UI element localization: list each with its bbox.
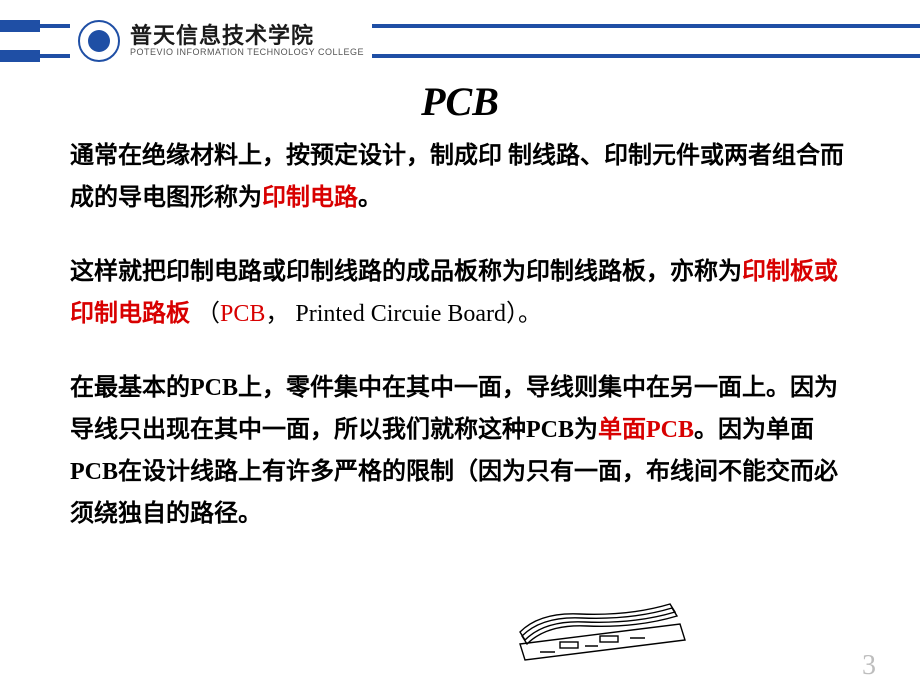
logo-cn: 普天信息技术学院 [130,24,364,48]
p3-red: 单面PCB [598,417,694,443]
p1-text-a: 通常在绝缘材料上，按预定设计，制成印 制线路、印制元件或两者组合而成的导电图形称… [70,143,844,211]
p1-red: 印制电路 [262,185,358,211]
p2-paren-close: ）。 [506,301,542,327]
paragraph-2: 这样就把印制电路或印制线路的成品板称为印制线路板，亦称为印制板或印制电路板 （P… [70,251,860,335]
p2-english: Printed Circuie Board [295,301,506,327]
logo-en: POTEVIO INFORMATION TECHNOLOGY COLLEGE [130,48,364,58]
p2-paren-open: （ [196,301,220,327]
pcb-cross-section-illustration [500,582,690,672]
p2-text-a: 这样就把印制电路或印制线路的成品板称为印制线路板，亦称为 [70,259,742,285]
slide-content: 通常在绝缘材料上，按预定设计，制成印 制线路、印制元件或两者组合而成的导电图形称… [70,135,860,567]
paragraph-3: 在最基本的PCB上，零件集中在其中一面，导线则集中在另一面上。因为导线只出现在其… [70,367,860,535]
paragraph-1: 通常在绝缘材料上，按预定设计，制成印 制线路、印制元件或两者组合而成的导电图形称… [70,135,860,219]
logo-emblem [78,20,120,62]
p2-comma: ， [265,301,289,327]
logo-text: 普天信息技术学院 POTEVIO INFORMATION TECHNOLOGY … [130,24,364,58]
p1-text-b: 。 [358,185,382,211]
logo-block: 普天信息技术学院 POTEVIO INFORMATION TECHNOLOGY … [70,20,372,62]
p2-pcb: PCB [220,301,265,327]
page-number: 3 [862,650,876,682]
slide-title: PCB [0,78,920,125]
